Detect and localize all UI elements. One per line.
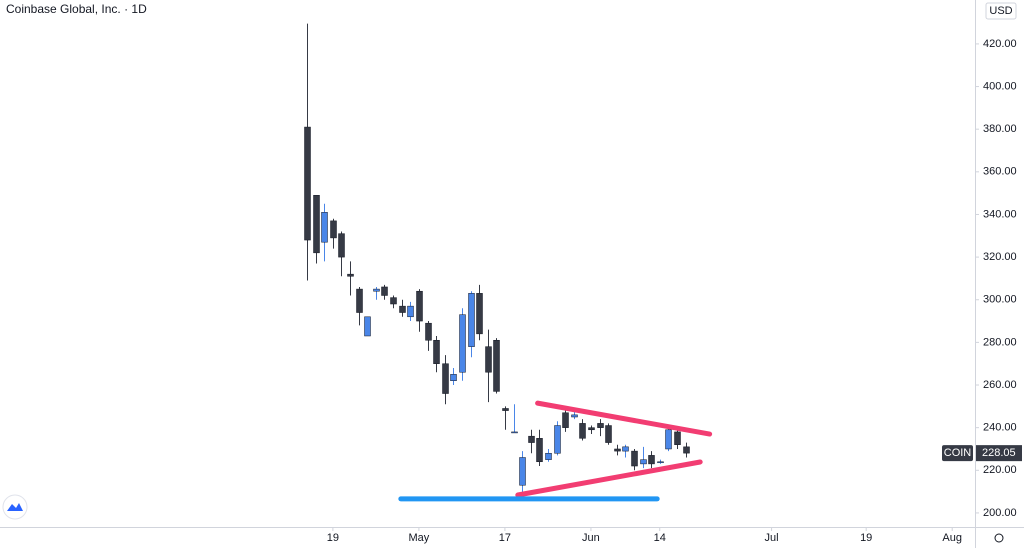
candle-body: [545, 452, 552, 460]
settings-icon[interactable]: [994, 533, 1004, 543]
y-tick-label: 260.00: [983, 379, 1017, 391]
y-tick-label: 420.00: [983, 38, 1017, 50]
candle-body: [640, 459, 647, 465]
y-tick-label: 400.00: [983, 80, 1017, 92]
candle-body: [347, 273, 354, 277]
candle-body: [364, 316, 371, 337]
candle-body: [493, 339, 500, 392]
candle-body: [407, 305, 414, 318]
candle-body: [519, 457, 526, 486]
logo-icon[interactable]: [7, 503, 23, 511]
currency-box[interactable]: [985, 2, 1017, 20]
candle-body: [425, 322, 432, 341]
candle-body: [588, 427, 595, 431]
candle-body: [579, 423, 586, 439]
candle-body: [622, 446, 629, 452]
chart-title: Coinbase Global, Inc. · 1D: [6, 2, 147, 16]
x-tick-label: May: [409, 532, 430, 544]
price-tag: [976, 445, 1022, 462]
trend-line: [535, 400, 713, 437]
candle-body: [313, 195, 320, 254]
y-tick-label: 240.00: [983, 422, 1017, 434]
candle-body: [356, 288, 363, 313]
settings-gear[interactable]: [994, 533, 1004, 543]
y-tick-label: 200.00: [983, 507, 1017, 519]
candle-body: [502, 408, 509, 411]
x-tick-label: Aug: [942, 532, 962, 544]
y-tick-label: 280.00: [983, 336, 1017, 348]
candle-body: [399, 305, 406, 313]
y-tick-label: 340.00: [983, 208, 1017, 220]
candle-body: [381, 286, 388, 296]
candle-body: [459, 314, 466, 373]
y-tick-label: 360.00: [983, 166, 1017, 178]
logo[interactable]: [2, 494, 28, 520]
candle-body: [665, 429, 672, 450]
candle-body: [614, 448, 621, 452]
candle-body: [304, 126, 311, 241]
candle-body: [683, 446, 690, 454]
x-tick-label: 17: [499, 532, 511, 544]
y-tick-label: 220.00: [983, 464, 1017, 476]
x-tick-label: 19: [860, 532, 872, 544]
x-tick-label: 14: [654, 532, 666, 544]
candle-body: [433, 339, 440, 364]
x-tick-label: Jul: [765, 532, 779, 544]
candle-body: [442, 363, 449, 394]
price-label: 228.05: [982, 447, 1016, 459]
candle-body: [450, 374, 457, 382]
candle-body: [597, 423, 604, 428]
candle-body: [373, 288, 380, 292]
candle-body: [554, 425, 561, 454]
x-tick-label: Jun: [582, 532, 600, 544]
candle-body: [648, 455, 655, 465]
candle-body: [390, 297, 397, 305]
y-tick-label: 300.00: [983, 294, 1017, 306]
candle-body: [321, 212, 328, 243]
candle-body: [562, 412, 569, 428]
candle-body: [476, 293, 483, 335]
trend-line: [515, 459, 703, 498]
candle-body: [485, 346, 492, 373]
candle-body: [605, 425, 612, 443]
candle-body: [528, 435, 535, 443]
candle-body: [631, 450, 638, 467]
symbol-tag: [942, 445, 973, 462]
candle-body: [338, 233, 345, 258]
symbol-label: COIN: [944, 447, 972, 459]
candle-body: [657, 461, 664, 464]
candle-body: [468, 293, 475, 347]
y-tick-label: 320.00: [983, 251, 1017, 263]
candle-body: [330, 220, 337, 239]
candle-body: [416, 290, 423, 322]
candle-body: [571, 414, 578, 418]
y-tick-label: 380.00: [983, 123, 1017, 135]
currency[interactable]: USD: [989, 5, 1012, 17]
x-tick-label: 19: [327, 532, 339, 544]
candle-body: [536, 438, 543, 463]
candle-body: [511, 431, 518, 434]
candle-body: [674, 431, 681, 445]
